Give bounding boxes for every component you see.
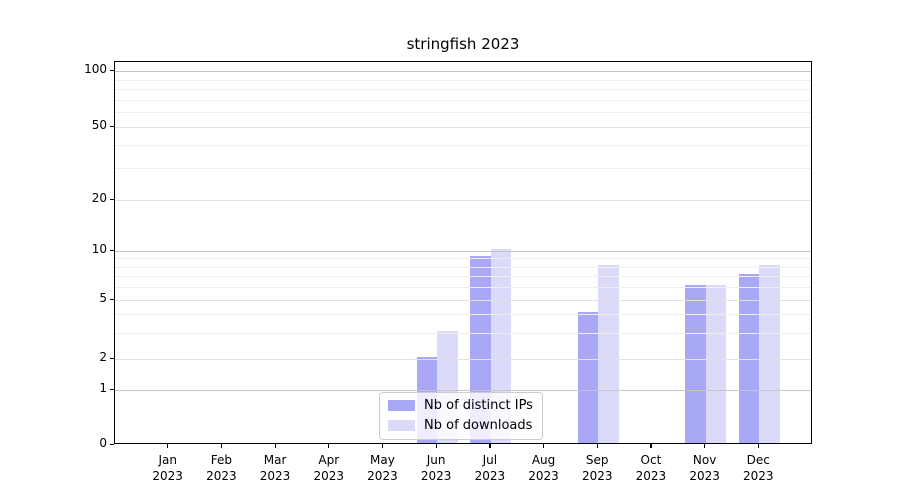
legend-label-distinct-ips: Nb of distinct IPs (424, 398, 533, 413)
x-tick-label: Aug 2023 (528, 453, 559, 483)
y-gridline-minor (115, 258, 811, 260)
x-tick-label: Nov 2023 (689, 453, 720, 483)
y-tick-label: 50 (91, 118, 107, 132)
y-tick-label: 100 (84, 62, 107, 76)
bar-downloads (759, 264, 780, 443)
x-tick-label: May 2023 (367, 453, 398, 483)
x-tick-mark (220, 444, 223, 448)
x-tick-label: Oct 2023 (635, 453, 667, 483)
bar-distinct-ips (738, 274, 760, 443)
x-tick-mark (381, 444, 384, 448)
y-tick-mark (110, 69, 114, 71)
bar-downloads (705, 285, 727, 443)
x-tick-mark (489, 444, 491, 448)
x-tick-mark (328, 444, 330, 448)
y-gridline-minor (115, 112, 811, 114)
bar-downloads (598, 264, 619, 443)
chart-title: stringfish 2023 (406, 35, 520, 53)
y-tick-mark (110, 198, 114, 200)
x-tick-label: Feb 2023 (206, 453, 237, 483)
chart-legend: Nb of distinct IPs Nb of downloads (379, 392, 543, 440)
y-tick-mark (110, 443, 114, 445)
x-tick-mark (596, 444, 598, 448)
y-gridline (115, 200, 811, 201)
y-gridline-minor (115, 332, 811, 334)
y-gridline-major (115, 71, 811, 72)
x-tick-label: Jan 2023 (152, 453, 183, 483)
x-tick-label: Jul 2023 (474, 453, 506, 483)
y-tick-mark (110, 298, 114, 300)
y-tick-mark (110, 125, 114, 127)
legend-item-distinct-ips: Nb of distinct IPs (388, 398, 533, 413)
y-tick-label: 2 (99, 350, 107, 364)
y-gridline-minor (115, 167, 811, 169)
y-tick-mark (110, 249, 114, 251)
y-gridline-minor (115, 99, 811, 101)
x-tick-mark (435, 444, 437, 448)
x-tick-label: Mar 2023 (259, 453, 291, 483)
legend-label-downloads: Nb of downloads (424, 418, 533, 433)
y-tick-label: 0 (99, 436, 107, 450)
y-gridline (115, 127, 811, 128)
y-tick-label: 20 (91, 191, 107, 205)
y-tick-mark (110, 388, 114, 390)
legend-swatch-distinct-ips-icon (388, 400, 415, 411)
y-gridline-minor (115, 89, 811, 91)
x-tick-mark (704, 444, 706, 448)
x-tick-mark (757, 444, 759, 448)
x-tick-mark (274, 444, 276, 448)
y-gridline-minor (115, 266, 811, 268)
x-tick-mark (543, 444, 545, 448)
x-tick-mark (650, 444, 652, 448)
y-tick-label: 5 (99, 291, 107, 305)
y-gridline-minor (115, 144, 811, 146)
x-tick-label: Sep 2023 (581, 453, 613, 483)
bar-distinct-ips (577, 312, 599, 443)
plot-area (114, 61, 812, 444)
y-gridline (115, 300, 811, 301)
x-tick-label: Apr 2023 (313, 453, 345, 483)
y-gridline-minor (115, 276, 811, 278)
x-tick-label: Jun 2023 (420, 453, 452, 483)
y-gridline-minor (115, 79, 811, 81)
x-tick-mark (167, 444, 169, 448)
bar-distinct-ips (685, 285, 706, 443)
y-gridline-major (115, 251, 811, 252)
y-tick-mark (110, 357, 114, 359)
y-gridline-minor (115, 287, 811, 289)
y-tick-label: 10 (91, 242, 107, 256)
legend-item-downloads: Nb of downloads (388, 418, 533, 433)
x-tick-label: Dec 2023 (743, 453, 774, 483)
y-gridline-major (115, 390, 811, 391)
legend-swatch-downloads-icon (388, 420, 415, 431)
y-gridline-minor (115, 314, 811, 316)
y-tick-label: 1 (99, 381, 107, 395)
y-gridline (115, 359, 811, 360)
